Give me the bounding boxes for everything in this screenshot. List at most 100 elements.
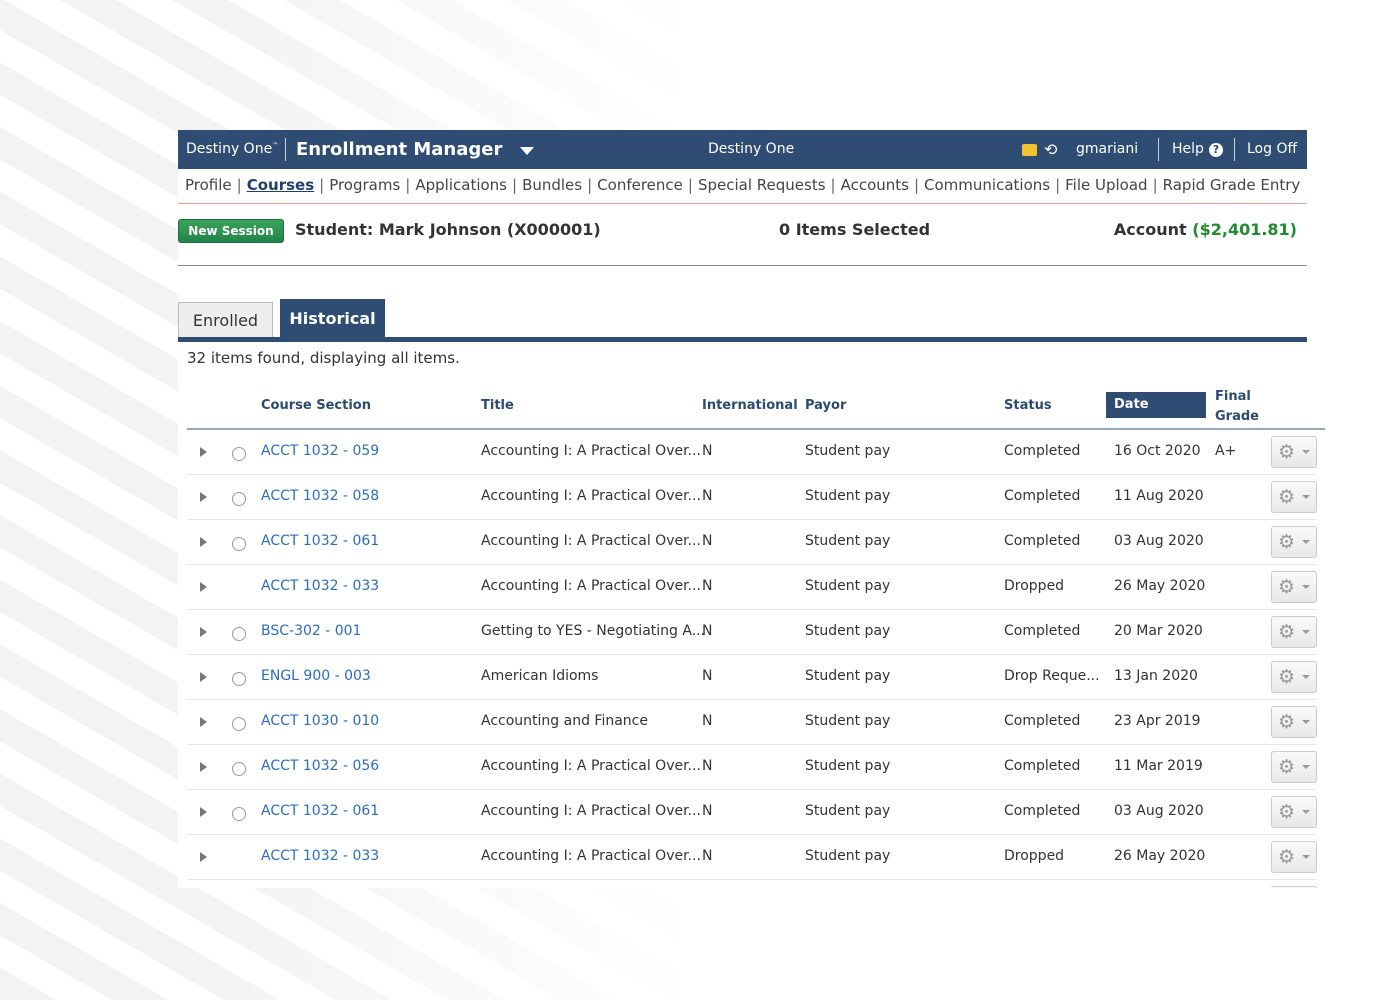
tab-historical[interactable]: Historical [280,299,385,338]
row-actions-button[interactable]: ⚙ [1271,661,1317,693]
nav-item-courses[interactable]: Courses [246,176,315,194]
account-balance[interactable]: Account ($2,401.81) [1114,220,1297,239]
gear-icon: ⚙ [1278,801,1296,823]
question-circle-icon[interactable]: ? [1209,143,1223,157]
row-actions-button[interactable]: ⚙ [1271,616,1317,648]
course-section-link[interactable]: ENGL 900 - 003 [261,668,371,684]
nav-separator: | [1055,176,1061,194]
table-row: BSC-302 - 001 Getting to YES - Negotiati… [187,610,1317,655]
course-title: American Idioms [481,668,599,684]
row-radio[interactable] [232,762,246,776]
nav-item-file-upload[interactable]: File Upload [1065,176,1148,194]
status: Completed [1004,443,1081,459]
course-section-link[interactable]: ACCT 1030 - 010 [261,713,380,729]
status: Completed [1004,713,1081,729]
nav-item-communications[interactable]: Communications [924,176,1051,194]
row-actions-button[interactable]: ⚙ [1271,436,1317,468]
course-section-link[interactable]: ACCT 1032 - 061 [261,533,380,549]
course-section-link[interactable]: ACCT 1032 - 058 [261,488,380,504]
app-name: Enrollment Manager [296,139,503,160]
expand-caret-icon[interactable] [200,537,207,547]
international: N [702,623,713,639]
course-section-link[interactable]: ACCT 1032 - 033 [261,848,380,864]
col-course-section[interactable]: Course Section [261,398,371,413]
gear-icon: ⚙ [1278,441,1296,463]
history-icon[interactable]: ⟲ [1044,140,1058,159]
col-final-grade[interactable]: Final Grade [1215,389,1259,424]
col-title[interactable]: Title [481,398,514,413]
chevron-down-icon[interactable] [520,147,534,155]
row-radio[interactable] [232,672,246,686]
row-radio[interactable] [232,447,246,461]
row-actions-button[interactable]: ⚙ [1271,526,1317,558]
status: Completed [1004,623,1081,639]
row-actions-button[interactable]: ⚙ [1271,481,1317,513]
expand-caret-icon[interactable] [200,627,207,637]
trademark: ™ [272,142,279,149]
row-actions-button[interactable]: ⚙ [1271,706,1317,738]
row-actions-button[interactable]: ⚙ [1271,796,1317,828]
help-link[interactable]: Help [1172,141,1204,157]
tab-enrolled[interactable]: Enrolled [178,302,273,338]
row-radio[interactable] [232,627,246,641]
nav-item-applications[interactable]: Applications [415,176,507,194]
center-title: Destiny One [708,141,795,157]
course-section-link[interactable]: ACCT 1032 - 033 [261,578,380,594]
row-radio[interactable] [232,717,246,731]
row-radio[interactable] [232,492,246,506]
date: 16 Oct 2020 [1114,443,1201,459]
nav-item-conference[interactable]: Conference [597,176,683,194]
col-international[interactable]: International [702,398,798,413]
username[interactable]: gmariani [1076,141,1139,157]
row-radio[interactable] [232,537,246,551]
table-row: ACCT 1032 - 033 Accounting I: A Practica… [187,835,1317,880]
expand-caret-icon[interactable] [200,492,207,502]
caret-down-icon [1302,675,1310,679]
payor: Student pay [805,848,891,864]
expand-caret-icon[interactable] [200,762,207,772]
mail-icon[interactable] [1022,144,1037,156]
course-section-link[interactable]: ACCT 1032 - 056 [261,758,380,774]
course-section-link[interactable]: ACCT 1032 - 061 [261,803,380,819]
col-date[interactable]: Date [1106,392,1206,418]
table-row: ACCT 1032 - 056 Accounting I: A Practica… [187,745,1317,790]
nav-item-special-requests[interactable]: Special Requests [697,176,826,194]
expand-caret-icon[interactable] [200,447,207,457]
nav-item-rapid-grade-entry[interactable]: Rapid Grade Entry [1162,176,1301,194]
expand-caret-icon[interactable] [200,807,207,817]
table-row: ACCT 1030 - 010 Accounting and Finance N… [187,700,1317,745]
row-radio[interactable] [232,807,246,821]
expand-caret-icon[interactable] [200,582,207,592]
row-actions-button[interactable]: ⚙ [1271,841,1317,873]
course-section-link[interactable]: ACCT 1032 - 059 [261,443,380,459]
payor: Student pay [805,758,891,774]
gear-icon: ⚙ [1278,486,1296,508]
nav-divider [178,203,1307,204]
expand-caret-icon[interactable] [200,852,207,862]
log-off-link[interactable]: Log Off [1247,141,1298,157]
course-title: Accounting I: A Practical Over... [481,533,701,549]
col-status[interactable]: Status [1004,398,1052,413]
international: N [702,668,713,684]
student-label: Student: Mark Johnson (X000001) [295,220,601,239]
status: Completed [1004,533,1081,549]
nav-item-programs[interactable]: Programs [329,176,401,194]
nav-item-accounts[interactable]: Accounts [840,176,909,194]
tab-underline [178,337,1307,342]
international: N [702,533,713,549]
caret-down-icon [1302,450,1310,454]
new-session-button[interactable]: New Session [178,219,284,243]
row-actions-button[interactable]: ⚙ [1271,751,1317,783]
course-section-link[interactable]: BSC-302 - 001 [261,623,362,639]
divider [178,265,1307,266]
nav-item-profile[interactable]: Profile [185,176,232,194]
col-payor[interactable]: Payor [805,398,847,413]
nav-separator: | [319,176,325,194]
row-actions-button[interactable] [1271,886,1317,888]
expand-caret-icon[interactable] [200,672,207,682]
expand-caret-icon[interactable] [200,717,207,727]
nav-item-bundles[interactable]: Bundles [522,176,583,194]
table-row: ACCT 1032 - 061 Accounting I: A Practica… [187,790,1317,835]
row-actions-button[interactable]: ⚙ [1271,571,1317,603]
table-row: ACCT 1032 - 061 Accounting I: A Practica… [187,520,1317,565]
